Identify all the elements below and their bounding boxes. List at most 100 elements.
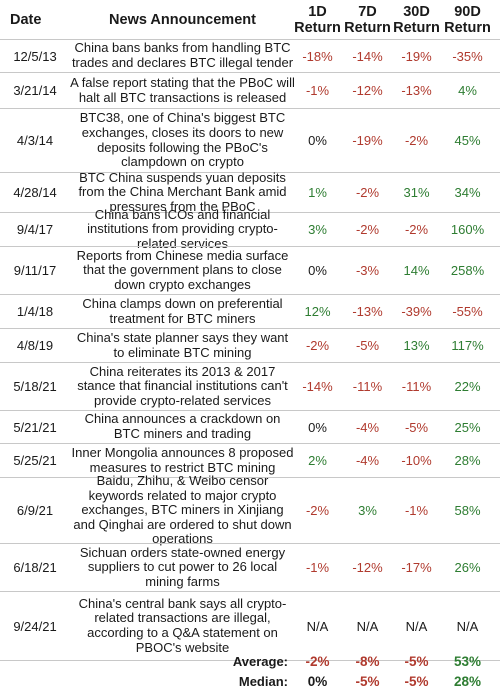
- return-90d-cell: 26%: [454, 560, 481, 575]
- date-cell: 5/25/21: [13, 453, 57, 468]
- return-90d-cell: 58%: [454, 503, 481, 518]
- date-cell: 6/9/21: [16, 503, 54, 518]
- return-7d-cell: -14%: [352, 48, 383, 64]
- return-1d-cell: 0%: [308, 263, 327, 278]
- date-cell: 3/21/14: [13, 83, 57, 98]
- median-label: Median:: [238, 674, 288, 689]
- news-cell: BTC38, one of China's biggest BTC exchan…: [79, 110, 286, 170]
- table-row: 9/11/17 Reports from Chinese media surfac…: [0, 246, 500, 294]
- summary-row-average: Average: -2% -8% -5% 53%: [0, 650, 500, 673]
- median-90d: 28%: [453, 674, 482, 689]
- return-90d-header: 90D Return: [440, 4, 495, 36]
- return-7d-cell: -3%: [355, 263, 380, 278]
- table-row: 1/4/18 China clamps down on preferential …: [0, 294, 500, 328]
- news-cell: Inner Mongolia announces 8 proposed meas…: [71, 444, 294, 475]
- return-30d-header-line2: Return: [393, 20, 440, 36]
- average-label: Average:: [232, 654, 288, 669]
- news-cell: China reiterates its 2013 & 2017 stance …: [77, 363, 288, 408]
- news-cell: China bans ICOs and financial institutio…: [87, 206, 278, 251]
- average-30d: -5%: [404, 654, 429, 669]
- return-30d-cell: -1%: [404, 503, 429, 518]
- news-cell: Reports from Chinese media surface that …: [76, 247, 289, 292]
- news-cell: A false report stating that the PBoC wil…: [70, 74, 295, 105]
- table-row: 5/21/21 China announces a crackdown on BT…: [0, 410, 500, 443]
- return-30d-cell: -11%: [401, 379, 432, 394]
- return-1d-header-line2: Return: [294, 20, 341, 36]
- return-30d-header: 30D Return: [389, 4, 444, 36]
- table-row: 12/5/13 China bans banks from handling BT…: [0, 39, 500, 72]
- return-30d-cell: 13%: [403, 338, 430, 353]
- median-7d: -5%: [355, 674, 380, 689]
- return-1d-cell: 0%: [308, 419, 327, 435]
- return-90d-cell: N/A: [456, 618, 479, 634]
- return-30d-cell: -17%: [401, 560, 432, 575]
- summary-row-median: Median: 0% -5% -5% 28%: [0, 670, 500, 693]
- return-7d-cell: 3%: [358, 503, 377, 518]
- return-90d-cell: 4%: [458, 83, 477, 98]
- table-row: 4/3/14 BTC38, one of China's biggest BTC …: [0, 108, 500, 172]
- return-90d-cell: 160%: [450, 222, 485, 237]
- average-7d: -8%: [355, 654, 380, 669]
- date-cell: 4/28/14: [13, 185, 57, 200]
- return-1d-cell: -2%: [305, 338, 330, 353]
- return-1d-cell: 0%: [308, 133, 327, 148]
- return-30d-cell: 31%: [403, 185, 430, 200]
- average-1d: -2%: [305, 654, 330, 669]
- return-1d-cell: -1%: [305, 83, 330, 98]
- return-1d-header: 1D Return: [290, 4, 345, 36]
- return-7d-cell: -2%: [355, 222, 380, 237]
- return-1d-cell: 3%: [308, 222, 327, 237]
- date-cell: 1/4/18: [16, 304, 54, 319]
- return-30d-header-line1: 30D: [403, 4, 430, 20]
- news-header: News Announcement: [109, 12, 256, 28]
- return-90d-header-line1: 90D: [454, 4, 481, 20]
- return-90d-cell: 117%: [451, 338, 484, 353]
- date-header: Date: [10, 12, 42, 28]
- date-cell: 9/11/17: [13, 263, 57, 278]
- date-cell: 4/3/14: [16, 133, 54, 148]
- table-header: Date News Announcement 1D Return 7D Retu…: [0, 0, 500, 39]
- return-7d-cell: -2%: [355, 185, 380, 200]
- table-row: 5/25/21 Inner Mongolia announces 8 propos…: [0, 443, 500, 477]
- table-row: 9/24/21 China's central bank says all cry…: [0, 591, 500, 660]
- return-30d-cell: -2%: [404, 133, 429, 148]
- return-7d-cell: -12%: [352, 83, 383, 98]
- news-cell: China bans banks from handling BTC trade…: [71, 40, 294, 70]
- news-cell: China announces a crackdown on BTC miner…: [84, 411, 281, 441]
- return-90d-cell: -55%: [452, 304, 483, 319]
- table-row: 6/18/21 Sichuan orders state-owned energy…: [0, 543, 500, 591]
- return-7d-cell: -13%: [352, 304, 383, 319]
- return-7d-cell: -5%: [355, 338, 380, 353]
- median-30d: -5%: [404, 674, 429, 689]
- average-90d: 53%: [453, 654, 482, 669]
- return-1d-cell: 12%: [304, 304, 331, 319]
- return-1d-cell: -18%: [302, 48, 333, 64]
- date-cell: 12/5/13: [13, 48, 57, 64]
- news-cell: China clamps down on preferential treatm…: [82, 295, 283, 326]
- return-90d-cell: 22%: [454, 379, 481, 394]
- return-90d-cell: 45%: [454, 133, 481, 148]
- return-7d-cell: N/A: [356, 618, 379, 634]
- return-1d-header-line1: 1D: [308, 4, 327, 20]
- table-row: 5/18/21 China reiterates its 2013 & 2017 …: [0, 362, 500, 410]
- date-cell: 5/18/21: [13, 379, 57, 394]
- table-row: 6/9/21 Baidu, Zhihu, & Weibo censor keywo…: [0, 473, 500, 546]
- return-30d-cell: -19%: [401, 48, 432, 64]
- return-30d-cell: -2%: [404, 222, 429, 237]
- return-30d-cell: N/A: [405, 618, 428, 634]
- return-30d-cell: -10%: [401, 453, 432, 468]
- return-1d-cell: 1%: [308, 185, 327, 200]
- table-bottom-rule: [0, 660, 500, 661]
- return-7d-cell: -11%: [352, 379, 383, 394]
- return-30d-cell: -39%: [401, 304, 432, 319]
- return-90d-cell: 25%: [454, 419, 481, 435]
- table-row: 3/21/14 A false report stating that the P…: [0, 72, 500, 108]
- return-30d-cell: 14%: [403, 263, 430, 278]
- return-7d-cell: -4%: [355, 453, 380, 468]
- return-1d-cell: -2%: [305, 503, 330, 518]
- return-90d-cell: 28%: [454, 453, 481, 468]
- return-1d-cell: -1%: [305, 560, 330, 575]
- date-cell: 4/8/19: [16, 338, 54, 353]
- table-row: 4/8/19 China's state planner says they wa…: [0, 328, 500, 362]
- date-cell: 9/24/21: [13, 618, 57, 634]
